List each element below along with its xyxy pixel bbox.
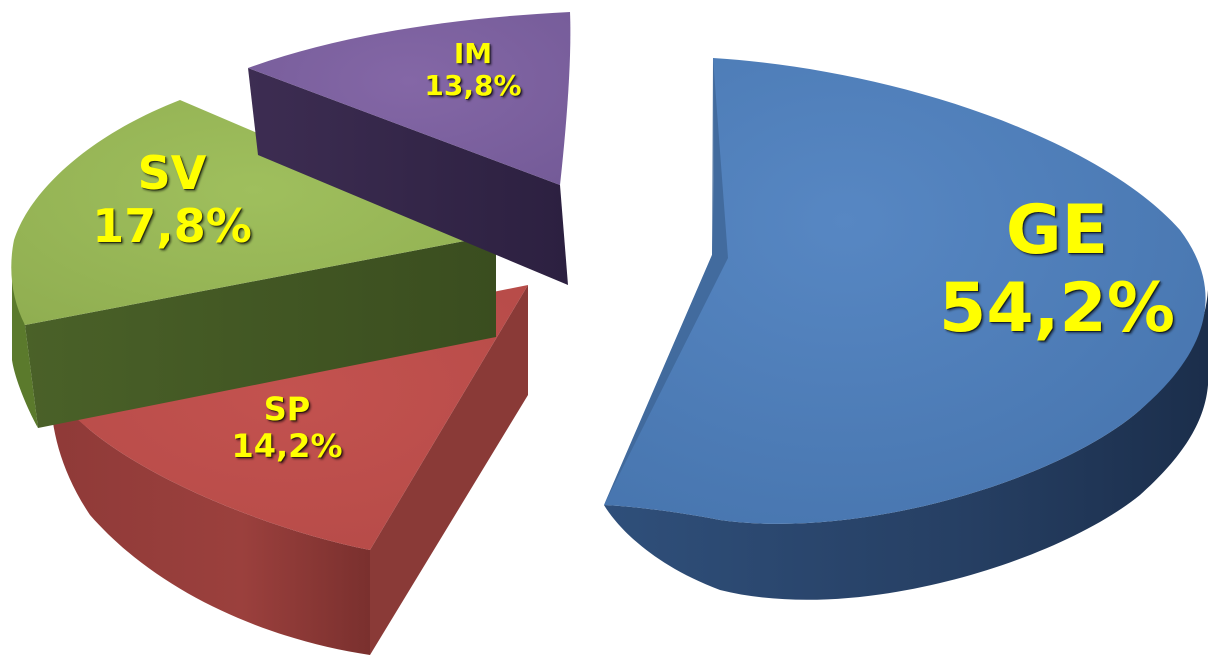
pie-slice-sv-side [25, 235, 496, 428]
slice-label-ge: GE 54,2% [939, 190, 1175, 348]
pie-slice-im-top [248, 12, 571, 185]
slice-label-sv-value: 17,8% [92, 199, 252, 253]
slice-label-im: IM 13,8% [424, 36, 522, 102]
slice-label-sp: SP 14,2% [231, 391, 342, 465]
pie-slice-im [248, 12, 571, 285]
slice-label-sp-value: 14,2% [231, 427, 343, 465]
pie-slice-sv [11, 100, 497, 428]
pie-slice-im-side [248, 68, 568, 285]
slice-label-sv: SV 17,8% [92, 147, 252, 253]
pie-slice-ge [604, 58, 1208, 600]
pie-slice-ge-top [604, 58, 1206, 524]
slice-label-sv-category: SV [137, 146, 207, 201]
slice-label-im-value: 13,8% [424, 69, 522, 102]
pie-slice-ge-edge [604, 58, 728, 505]
slice-label-sp-category: SP [263, 390, 311, 429]
pie-slice-ge-side [604, 290, 1208, 600]
slice-label-im-category: IM [453, 36, 493, 70]
slice-label-ge-category: GE [1005, 190, 1109, 270]
slice-label-ge-value: 54,2% [939, 269, 1175, 348]
pie-slice-sp-side [50, 395, 370, 655]
pie-slice-sp-side2 [370, 285, 528, 655]
pie-slice-sv-top [11, 100, 497, 325]
